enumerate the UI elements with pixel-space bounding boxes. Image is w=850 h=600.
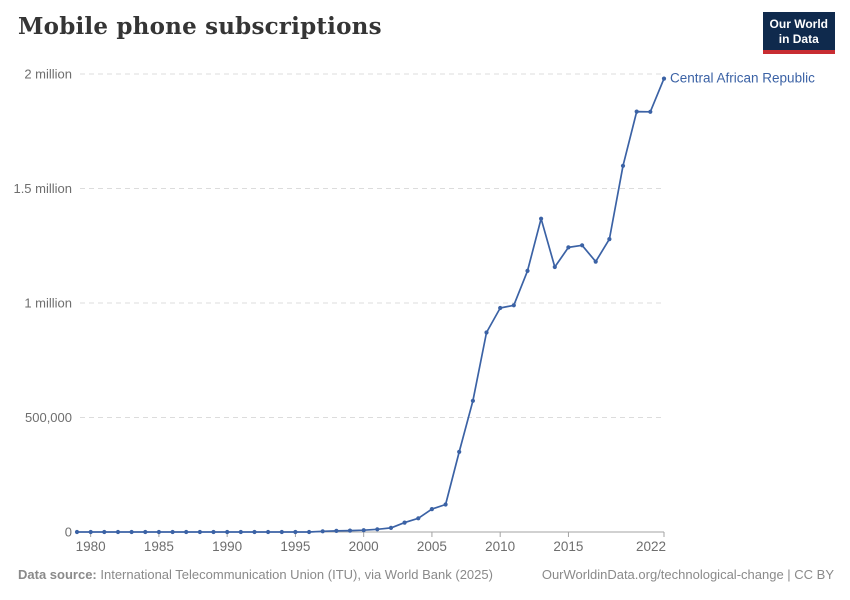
data-point[interactable] — [225, 529, 230, 535]
data-point[interactable] — [115, 529, 121, 535]
data-point[interactable] — [511, 303, 516, 308]
x-axis-tick-label: 2022 — [636, 539, 666, 554]
x-axis-tick-label: 2005 — [417, 539, 447, 554]
footer-link[interactable]: OurWorldinData.org/technological-change … — [541, 567, 834, 582]
data-point[interactable] — [129, 529, 134, 535]
data-point[interactable] — [170, 529, 175, 535]
data-point[interactable] — [320, 529, 325, 534]
x-axis-tick-label: 1980 — [76, 539, 106, 554]
data-point[interactable] — [197, 529, 202, 535]
chart-footer: Data source: International Telecommunica… — [18, 567, 834, 582]
x-axis-tick-label: 2010 — [485, 539, 515, 554]
data-point[interactable] — [661, 76, 667, 81]
data-point[interactable] — [620, 163, 626, 168]
x-axis-tick-label: 2000 — [349, 539, 379, 554]
data-point[interactable] — [334, 528, 339, 534]
data-point[interactable] — [361, 528, 366, 533]
data-point[interactable] — [552, 264, 557, 270]
y-axis-label: 1.5 million — [13, 181, 72, 196]
data-point[interactable] — [634, 109, 639, 114]
data-point[interactable] — [525, 268, 530, 273]
data-source-note: Data source: International Telecommunica… — [18, 567, 493, 582]
data-point[interactable] — [484, 330, 489, 335]
data-point[interactable] — [498, 305, 503, 311]
data-point[interactable] — [211, 529, 216, 535]
data-source-text: International Telecommunication Union (I… — [96, 567, 493, 582]
data-point[interactable] — [443, 502, 448, 507]
data-point[interactable] — [279, 529, 284, 535]
y-axis-label: 0 — [65, 525, 72, 540]
data-point[interactable] — [470, 398, 475, 403]
data-point[interactable] — [156, 529, 161, 535]
data-point[interactable] — [293, 529, 298, 535]
y-axis-label: 2 million — [24, 67, 72, 82]
data-point[interactable] — [607, 237, 612, 242]
data-point[interactable] — [416, 516, 421, 521]
x-axis-tick-label: 1985 — [144, 539, 174, 554]
data-point[interactable] — [539, 216, 544, 221]
page-title: Mobile phone subscriptions — [18, 13, 382, 40]
data-line[interactable] — [76, 77, 665, 533]
data-point[interactable] — [102, 529, 107, 535]
data-point[interactable] — [88, 529, 93, 535]
data-point[interactable] — [429, 507, 434, 512]
data-source-label: Data source: — [18, 567, 97, 582]
x-axis-tick-label: 1995 — [280, 539, 310, 554]
data-point[interactable] — [457, 449, 462, 454]
data-point[interactable] — [143, 529, 148, 535]
series-layer[interactable] — [74, 76, 667, 535]
y-axis-label: 1 million — [24, 296, 72, 311]
owid-logo[interactable]: Our World in Data — [762, 12, 835, 54]
data-point[interactable] — [252, 529, 257, 535]
data-point[interactable] — [184, 529, 189, 535]
owid-logo-line2: in Data — [778, 32, 819, 46]
x-axis-tick-label: 1990 — [212, 539, 242, 554]
data-point[interactable] — [566, 245, 571, 250]
axis-layer: 1980 1985 1990 1995 2000 2005 2010 2015 2022 — [76, 531, 666, 554]
grid-layer: 0 500,000 1 million 1.5 million 2 million — [13, 67, 664, 540]
series-label[interactable]: Central African Republic — [670, 71, 815, 86]
data-point[interactable] — [74, 529, 80, 535]
data-point[interactable] — [402, 520, 407, 525]
data-point[interactable] — [347, 528, 353, 533]
data-point[interactable] — [648, 109, 653, 114]
data-point[interactable] — [580, 243, 585, 248]
data-point[interactable] — [375, 527, 380, 532]
y-axis-label: 500,000 — [25, 410, 72, 425]
data-point[interactable] — [238, 529, 243, 535]
data-point[interactable] — [388, 525, 394, 531]
x-axis-tick-label: 2015 — [553, 539, 583, 554]
owid-logo-line1: Our World — [769, 17, 828, 31]
data-point[interactable] — [307, 529, 312, 535]
data-point[interactable] — [593, 259, 598, 264]
data-point[interactable] — [266, 529, 271, 535]
